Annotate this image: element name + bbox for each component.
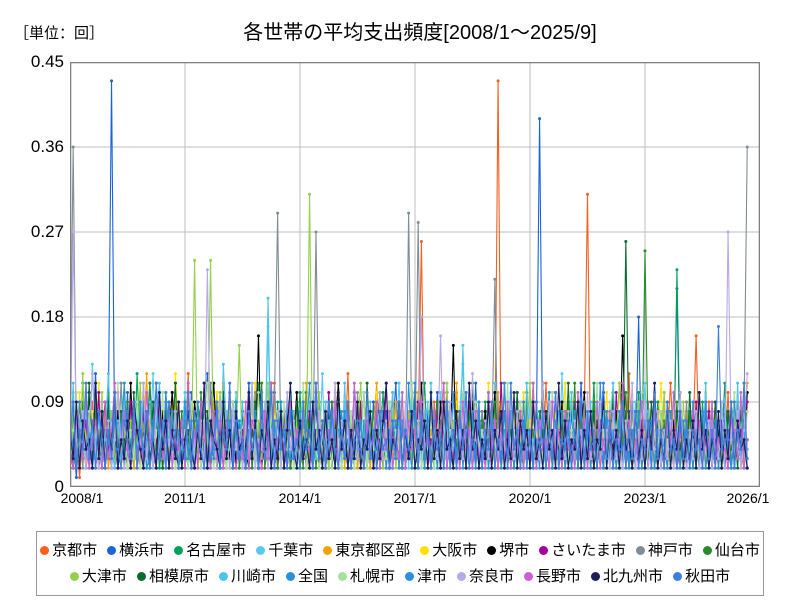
legend-label: 秋田市	[685, 567, 731, 585]
legend-marker-icon	[539, 545, 549, 555]
legend-label: 奈良市	[469, 567, 515, 585]
legend-marker-icon	[285, 571, 295, 581]
legend-marker-icon	[591, 571, 601, 581]
unit-label: ［単位：回］	[14, 25, 105, 42]
legend-marker-icon	[673, 571, 683, 581]
x-axis-tick-label: 2023/1	[623, 490, 667, 506]
legend-label: 全国	[297, 567, 328, 585]
legend-label: 大津市	[81, 567, 127, 585]
chart-svg	[70, 62, 760, 487]
legend-label: 川崎市	[230, 567, 276, 585]
legend-item[interactable]: 奈良市	[457, 569, 514, 584]
legend-marker-icon	[635, 545, 645, 555]
legend-marker-icon	[457, 571, 467, 581]
legend-item[interactable]: 川崎市	[218, 567, 276, 585]
legend-label: 相模原市	[148, 567, 209, 585]
chart-title: 各世帯の平均支出頻度[2008/1～2025/9]	[243, 22, 597, 44]
legend-item[interactable]: 北九州市	[591, 569, 663, 584]
legend-item[interactable]: 東京都区部	[323, 543, 410, 558]
x-axis-tick-label: 2026/1	[726, 490, 770, 506]
legend-row: 大津市 相模原市 川崎市 全国 札幌市 津市 奈良市 長野市 北九州市 秋田市	[41, 563, 759, 589]
legend-item[interactable]: 津市	[405, 569, 447, 584]
legend-label: 仙台市	[714, 541, 760, 559]
legend-label: 堺市	[499, 541, 530, 559]
legend-item[interactable]: 京都市	[40, 543, 97, 558]
chart-legend: 京都市 横浜市 名古屋市 千葉市 東京都区部 大阪市 堺市 さいたま市 神戸市 仙台市大津市 相模原…	[36, 531, 764, 596]
legend-marker-icon	[702, 545, 712, 555]
x-axis-tick-label: 2014/1	[278, 490, 322, 506]
legend-marker-icon	[256, 545, 266, 555]
legend-item[interactable]: 相模原市	[136, 567, 209, 585]
legend-item[interactable]: 堺市	[487, 543, 529, 558]
legend-item[interactable]: 神戸市	[635, 541, 693, 559]
plot-area	[70, 62, 760, 487]
legend-label: 長野市	[536, 567, 582, 585]
legend-label: 横浜市	[119, 541, 165, 559]
legend-marker-icon	[487, 545, 497, 555]
legend-marker-icon	[136, 571, 146, 581]
y-axis-labels: 0 0.09 0.18 0.27 0.36 0.45	[0, 52, 64, 496]
legend-label: 東京都区部	[335, 541, 411, 559]
legend-marker-icon	[337, 571, 347, 581]
legend-label: 神戸市	[647, 541, 693, 559]
legend-label: 名古屋市	[186, 541, 247, 559]
legend-marker-icon	[524, 571, 534, 581]
legend-label: 大阪市	[432, 541, 478, 559]
y-axis-tick-label: 0.45	[30, 52, 64, 71]
legend-item[interactable]: さいたま市	[539, 543, 626, 558]
legend-item[interactable]: 横浜市	[107, 543, 164, 558]
legend-item[interactable]: 大津市	[69, 567, 127, 585]
legend-label: 京都市	[52, 541, 98, 559]
legend-item[interactable]: 大阪市	[420, 543, 477, 558]
legend-item[interactable]: 秋田市	[673, 569, 730, 584]
legend-marker-icon	[40, 545, 50, 555]
y-axis-tick-label: 0	[54, 477, 64, 496]
legend-marker-icon	[323, 545, 333, 555]
legend-marker-icon	[218, 571, 228, 581]
legend-marker-icon	[174, 545, 184, 555]
legend-marker-icon	[69, 571, 79, 581]
x-axis-labels: 2008/1 2011/1 2014/1 2017/1 2020/1 2023/1 2026…	[0, 490, 800, 514]
legend-item[interactable]: 仙台市	[702, 541, 760, 559]
y-axis-tick-label: 0.18	[30, 307, 64, 326]
x-axis-tick-label: 2020/1	[508, 490, 552, 506]
x-axis-tick-label: 2017/1	[393, 490, 437, 506]
legend-label: 津市	[417, 567, 448, 585]
legend-label: 千葉市	[268, 541, 314, 559]
legend-label: 北九州市	[603, 567, 664, 585]
legend-item[interactable]: 長野市	[524, 569, 581, 584]
legend-item[interactable]: 全国	[285, 567, 328, 585]
legend-label: 札幌市	[349, 567, 395, 585]
legend-marker-icon	[405, 571, 414, 581]
legend-item[interactable]: 千葉市	[256, 543, 313, 558]
x-axis-tick-label: 2011/1	[164, 490, 206, 506]
legend-label: さいたま市	[551, 541, 626, 559]
plot-frame	[70, 62, 760, 487]
y-axis-tick-label: 0.36	[30, 137, 64, 156]
legend-marker-icon	[420, 545, 430, 555]
legend-item[interactable]: 名古屋市	[174, 543, 246, 558]
legend-marker-icon	[107, 545, 117, 555]
series-line	[70, 324, 749, 470]
x-axis-tick-label: 2008/1	[60, 490, 104, 506]
legend-row: 京都市 横浜市 名古屋市 千葉市 東京都区部 大阪市 堺市 さいたま市 神戸市 仙台市	[40, 537, 760, 563]
legend-item[interactable]: 札幌市	[337, 567, 395, 585]
y-axis-tick-label: 0.27	[30, 222, 64, 241]
y-axis-tick-label: 0.09	[30, 392, 64, 411]
